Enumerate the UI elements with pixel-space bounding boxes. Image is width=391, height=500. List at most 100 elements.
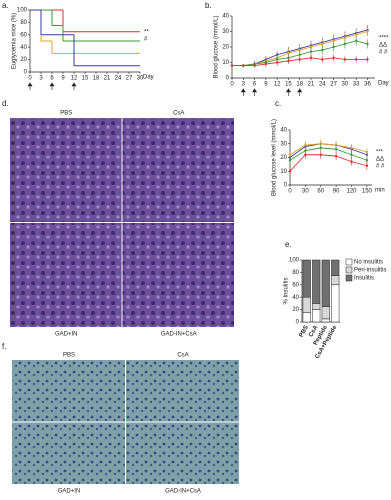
y-tick-label: 10 bbox=[222, 60, 229, 66]
micrograph bbox=[10, 223, 122, 327]
x-tick-label: 12 bbox=[71, 76, 78, 82]
point bbox=[319, 146, 322, 150]
point bbox=[264, 62, 268, 66]
point bbox=[321, 48, 324, 52]
legend-swatch bbox=[345, 258, 353, 266]
x-tick-label: 18 bbox=[296, 82, 303, 88]
point bbox=[343, 58, 347, 61]
x-tick-label: 9 bbox=[264, 82, 268, 88]
image-label: CsA bbox=[177, 353, 188, 359]
bar-segment bbox=[331, 259, 340, 276]
x-tick-label: 30 bbox=[302, 189, 309, 195]
point bbox=[304, 153, 307, 156]
annotation: # # bbox=[379, 50, 388, 56]
x-tick-label: 0 bbox=[230, 82, 234, 88]
micrograph bbox=[12, 360, 125, 422]
panel-letter: e. bbox=[285, 240, 292, 249]
y-tick-label: 100 bbox=[289, 258, 300, 264]
x-tick-label: 3 bbox=[242, 82, 246, 88]
y-tick-label: 60 bbox=[292, 282, 299, 288]
point bbox=[366, 58, 369, 61]
series-line bbox=[289, 143, 367, 156]
y-axis-label: Blood glucose (mmol/L) bbox=[214, 15, 220, 78]
bar-segment bbox=[312, 309, 321, 323]
y-tick-label: 30 bbox=[222, 29, 229, 35]
x-tick-label: 15 bbox=[285, 82, 292, 88]
point bbox=[334, 148, 338, 151]
image-label: PBS bbox=[63, 353, 75, 359]
micrograph bbox=[126, 360, 239, 422]
x-tick-label: 18 bbox=[93, 76, 100, 82]
y-tick-label: 10 bbox=[280, 169, 287, 175]
x-tick-label: CsA bbox=[308, 324, 320, 338]
x-tick-label: 24 bbox=[319, 82, 326, 88]
y-tick-label: 0 bbox=[24, 70, 28, 76]
x-tick-label: 90 bbox=[333, 189, 340, 195]
bar-segment bbox=[321, 306, 330, 320]
point bbox=[366, 30, 369, 33]
bar-segment bbox=[331, 284, 340, 323]
point bbox=[319, 153, 322, 156]
x-tick-label: 21 bbox=[104, 76, 111, 82]
bar-segment bbox=[321, 318, 330, 323]
x-tick-label: 0 bbox=[288, 189, 292, 195]
x-tick-label: 21 bbox=[308, 82, 315, 88]
x-axis-label: min bbox=[375, 188, 385, 194]
y-tick-label: 0 bbox=[226, 76, 230, 82]
point bbox=[275, 61, 279, 64]
bar-segment bbox=[302, 259, 311, 298]
point bbox=[242, 64, 245, 67]
micrograph bbox=[122, 223, 234, 327]
panel-letter: a. bbox=[2, 1, 9, 10]
annotation: ** bbox=[144, 30, 149, 36]
point bbox=[365, 164, 369, 167]
y-tick-label: 20 bbox=[280, 155, 287, 161]
point bbox=[350, 146, 353, 150]
panel-letter: d. bbox=[2, 99, 9, 108]
x-tick-label: 6 bbox=[50, 76, 54, 82]
y-tick-label: 40 bbox=[222, 14, 229, 20]
point bbox=[334, 154, 338, 158]
point bbox=[321, 58, 324, 61]
legend-label: Peri-insulitis bbox=[354, 268, 386, 274]
bar-segment bbox=[331, 275, 340, 286]
point bbox=[230, 64, 234, 67]
point bbox=[253, 64, 256, 67]
point bbox=[343, 42, 347, 46]
annotation: ΔΔ bbox=[376, 157, 384, 163]
legend-label: Insulitis bbox=[354, 276, 374, 282]
y-tick-label: 80 bbox=[292, 270, 299, 276]
point bbox=[288, 159, 292, 162]
y-tick-label: 100 bbox=[17, 8, 28, 14]
point bbox=[332, 39, 335, 42]
point bbox=[343, 36, 347, 39]
point bbox=[354, 58, 358, 61]
arrow bbox=[27, 82, 33, 90]
x-tick-label: 33 bbox=[353, 82, 360, 88]
image-label: GAD-IN+CsA bbox=[165, 489, 201, 495]
micrograph bbox=[126, 422, 239, 484]
x-tick-label: 12 bbox=[274, 82, 281, 88]
point bbox=[321, 42, 324, 46]
x-tick-label: 150 bbox=[362, 189, 373, 195]
y-axis-label: Euglycemia mice (%) bbox=[12, 13, 18, 69]
y-tick-label: 20 bbox=[222, 45, 229, 51]
y-tick-label: 0 bbox=[284, 183, 288, 189]
point bbox=[298, 58, 301, 61]
panel-letter: f. bbox=[2, 342, 6, 351]
bar-segment bbox=[321, 259, 330, 307]
x-tick-label: 27 bbox=[330, 82, 337, 88]
annotation: **** bbox=[379, 36, 389, 42]
x-axis-label: Day bbox=[378, 81, 389, 87]
x-tick-label: 30 bbox=[342, 82, 349, 88]
point bbox=[354, 33, 358, 36]
legend-swatch bbox=[345, 266, 353, 274]
annotation: ΔΔ bbox=[379, 43, 387, 49]
point bbox=[354, 39, 358, 42]
y-tick-label: 40 bbox=[20, 45, 27, 51]
x-tick-label: 60 bbox=[317, 189, 324, 195]
y-tick-label: 80 bbox=[20, 20, 27, 26]
point bbox=[287, 52, 290, 55]
legend-swatch bbox=[345, 274, 353, 282]
y-tick-label: 40 bbox=[280, 128, 287, 134]
